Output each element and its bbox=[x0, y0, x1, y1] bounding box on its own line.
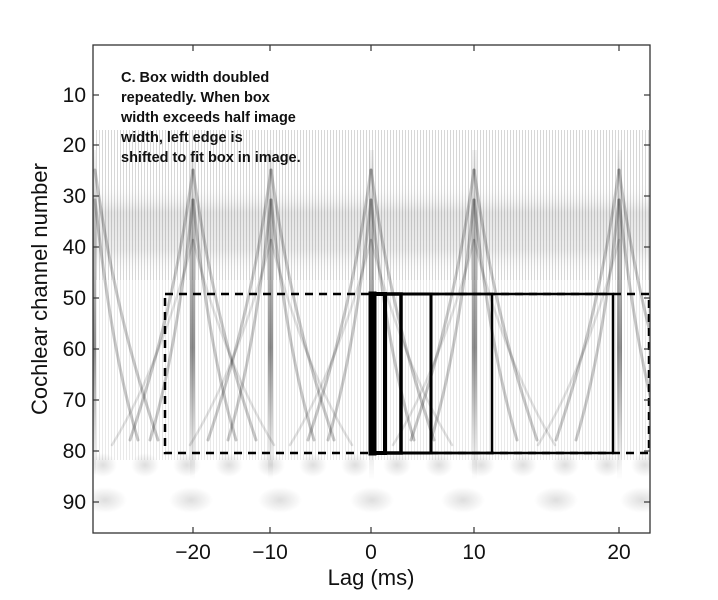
annotation-line: shifted to fit box in image. bbox=[121, 150, 301, 166]
low-channel-blobs bbox=[93, 453, 650, 513]
y-tick-label: 80 bbox=[63, 440, 86, 463]
panel-annotation: C. Box width doubled repeatedly. When bo… bbox=[120, 70, 301, 166]
annotation-line: repeatedly. When box bbox=[121, 90, 270, 106]
annotation-line: width exceeds half image bbox=[120, 110, 296, 126]
x-tick-label: 0 bbox=[365, 541, 377, 564]
y-axis-ticks bbox=[93, 94, 650, 503]
x-axis-ticks bbox=[192, 45, 620, 533]
x-axis-label: Lag (ms) bbox=[328, 565, 415, 590]
y-tick-label: 20 bbox=[63, 134, 86, 157]
doubling-boxes bbox=[368, 291, 615, 456]
y-tick-label: 90 bbox=[63, 491, 86, 514]
annotation-line: C. Box width doubled bbox=[121, 70, 269, 86]
periodicity-arches bbox=[93, 150, 650, 480]
y-tick-label: 40 bbox=[63, 236, 86, 259]
x-tick-label: −20 bbox=[175, 541, 211, 564]
x-tick-label: −10 bbox=[252, 541, 288, 564]
y-tick-label: 60 bbox=[63, 338, 86, 361]
x-tick-label: 10 bbox=[462, 541, 485, 564]
box-6 bbox=[369, 292, 615, 455]
y-tick-label: 70 bbox=[63, 389, 86, 412]
annotation-line: width, left edge is bbox=[120, 130, 243, 146]
y-tick-label: 50 bbox=[63, 287, 86, 310]
x-tick-labels: −20 −10 0 10 20 bbox=[175, 541, 630, 564]
x-tick-label: 20 bbox=[607, 541, 630, 564]
y-tick-label: 30 bbox=[63, 185, 86, 208]
y-tick-label: 10 bbox=[63, 84, 86, 107]
y-tick-labels: 10 20 30 40 50 60 70 80 90 bbox=[63, 84, 86, 514]
y-axis-label: Cochlear channel number bbox=[27, 163, 52, 415]
